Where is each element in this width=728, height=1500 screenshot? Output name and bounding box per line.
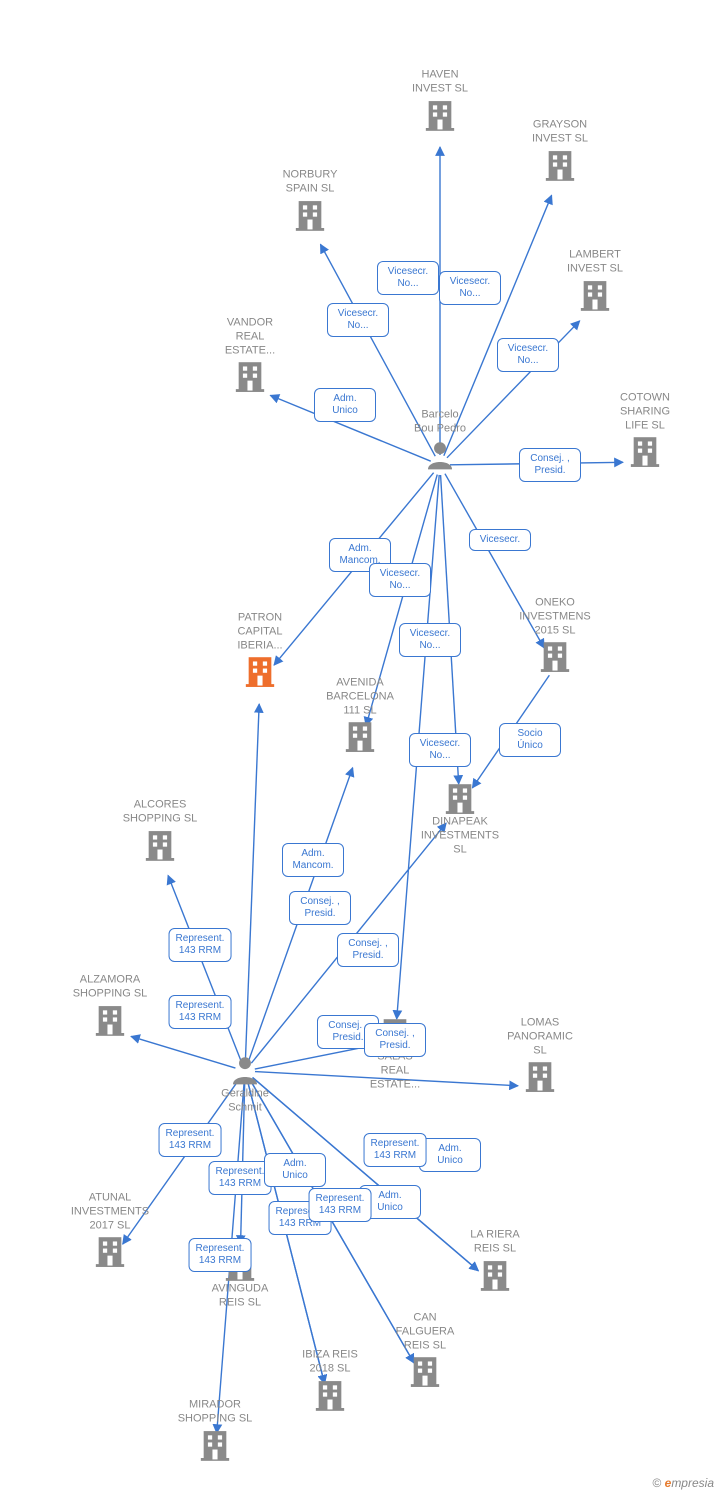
relationship-label: Represent.143 RRM bbox=[169, 995, 232, 1029]
person-node[interactable]: BarceloBou Pedro bbox=[385, 408, 495, 472]
company-node[interactable]: COTOWNSHARINGLIFE SL bbox=[590, 391, 700, 468]
node-label: VANDORREALESTATE... bbox=[195, 316, 305, 357]
node-label: MIRADORSHOPPING SL bbox=[160, 1398, 270, 1426]
node-label: ALCORESSHOPPING SL bbox=[105, 798, 215, 826]
relationship-label: SocioÚnico bbox=[499, 723, 561, 757]
node-label: BarceloBou Pedro bbox=[385, 408, 495, 436]
relationship-label: Vicesecr.No... bbox=[327, 303, 389, 337]
company-node[interactable]: NORBURYSPAIN SL bbox=[255, 168, 365, 232]
relationship-label: Adm.Unico bbox=[419, 1138, 481, 1172]
company-node[interactable]: IBIZA REIS2018 SL bbox=[275, 1348, 385, 1412]
node-label: GeraldineSchmit bbox=[190, 1087, 300, 1115]
company-node[interactable]: ATUNALINVESTMENTS2017 SL bbox=[55, 1191, 165, 1268]
company-node[interactable]: MIRADORSHOPPING SL bbox=[160, 1398, 270, 1462]
relationship-label: Adm.Mancom. bbox=[282, 843, 344, 877]
footer-copyright: © empresia bbox=[652, 1476, 714, 1490]
node-label: IBIZA REIS2018 SL bbox=[275, 1348, 385, 1376]
relationship-label: Represent.143 RRM bbox=[209, 1161, 272, 1195]
node-label: GRAYSONINVEST SL bbox=[505, 118, 615, 146]
relationship-label: Consej. ,Presid. bbox=[337, 933, 399, 967]
company-node[interactable]: PATRONCAPITALIBERIA... bbox=[205, 611, 315, 688]
relationship-edge bbox=[168, 875, 241, 1061]
relationship-label: Vicesecr.No... bbox=[409, 733, 471, 767]
company-node[interactable]: VANDORREALESTATE... bbox=[195, 316, 305, 393]
node-label: ALZAMORASHOPPING SL bbox=[55, 973, 165, 1001]
company-node[interactable]: LA RIERAREIS SL bbox=[440, 1228, 550, 1292]
company-node[interactable]: LOMASPANORAMICSL bbox=[485, 1016, 595, 1093]
node-label: DINAPEAKINVESTMENTSSL bbox=[405, 815, 515, 856]
relationship-label: Represent.143 RRM bbox=[159, 1123, 222, 1157]
node-label: LAMBERTINVEST SL bbox=[540, 248, 650, 276]
relationship-edge bbox=[245, 704, 259, 1061]
node-label: HAVENINVEST SL bbox=[385, 68, 495, 96]
relationship-label: Consej. ,Presid. bbox=[519, 448, 581, 482]
relationship-label: Vicesecr.No... bbox=[399, 623, 461, 657]
node-label: AVENIDABARCELONA111 SL bbox=[305, 676, 415, 717]
relationship-label: Vicesecr.No... bbox=[369, 563, 431, 597]
node-label: ATUNALINVESTMENTS2017 SL bbox=[55, 1191, 165, 1232]
relationship-label: Vicesecr.No... bbox=[377, 261, 439, 295]
company-node[interactable]: CANFALGUERAREIS SL bbox=[370, 1311, 480, 1388]
node-label: ONEKOINVESTMENS2015 SL bbox=[500, 596, 610, 637]
node-label: LOMASPANORAMICSL bbox=[485, 1016, 595, 1057]
relationship-label: Represent.143 RRM bbox=[364, 1133, 427, 1167]
company-node[interactable]: ONEKOINVESTMENS2015 SL bbox=[500, 596, 610, 673]
company-node[interactable]: ALZAMORASHOPPING SL bbox=[55, 973, 165, 1037]
relationship-label: Represent.143 RRM bbox=[169, 928, 232, 962]
relationship-label: Adm.Unico bbox=[314, 388, 376, 422]
relationship-label: Represent.143 RRM bbox=[189, 1238, 252, 1272]
relationship-label: Represent.143 RRM bbox=[309, 1188, 372, 1222]
relationship-label: Vicesecr.No... bbox=[439, 271, 501, 305]
node-label: COTOWNSHARINGLIFE SL bbox=[590, 391, 700, 432]
relationship-label: Adm.Unico bbox=[264, 1153, 326, 1187]
node-label: CANFALGUERAREIS SL bbox=[370, 1311, 480, 1352]
relationship-label: Vicesecr. bbox=[469, 529, 531, 551]
node-label: LA RIERAREIS SL bbox=[440, 1228, 550, 1256]
node-label: PATRONCAPITALIBERIA... bbox=[205, 611, 315, 652]
company-node[interactable]: ALCORESSHOPPING SL bbox=[105, 798, 215, 862]
person-node[interactable]: GeraldineSchmit bbox=[190, 1053, 300, 1117]
company-node[interactable]: HAVENINVEST SL bbox=[385, 68, 495, 132]
relationship-label: Consej. ,Presid. bbox=[364, 1023, 426, 1057]
company-node[interactable]: DINAPEAKINVESTMENTSSL bbox=[405, 781, 515, 858]
company-node[interactable]: AVENIDABARCELONA111 SL bbox=[305, 676, 415, 753]
relationship-label: Vicesecr.No... bbox=[497, 338, 559, 372]
node-label: AVINGUDAREIS SL bbox=[185, 1282, 295, 1310]
company-node[interactable]: GRAYSONINVEST SL bbox=[505, 118, 615, 182]
company-node[interactable]: LAMBERTINVEST SL bbox=[540, 248, 650, 312]
node-label: NORBURYSPAIN SL bbox=[255, 168, 365, 196]
relationship-label: Consej. ,Presid. bbox=[289, 891, 351, 925]
